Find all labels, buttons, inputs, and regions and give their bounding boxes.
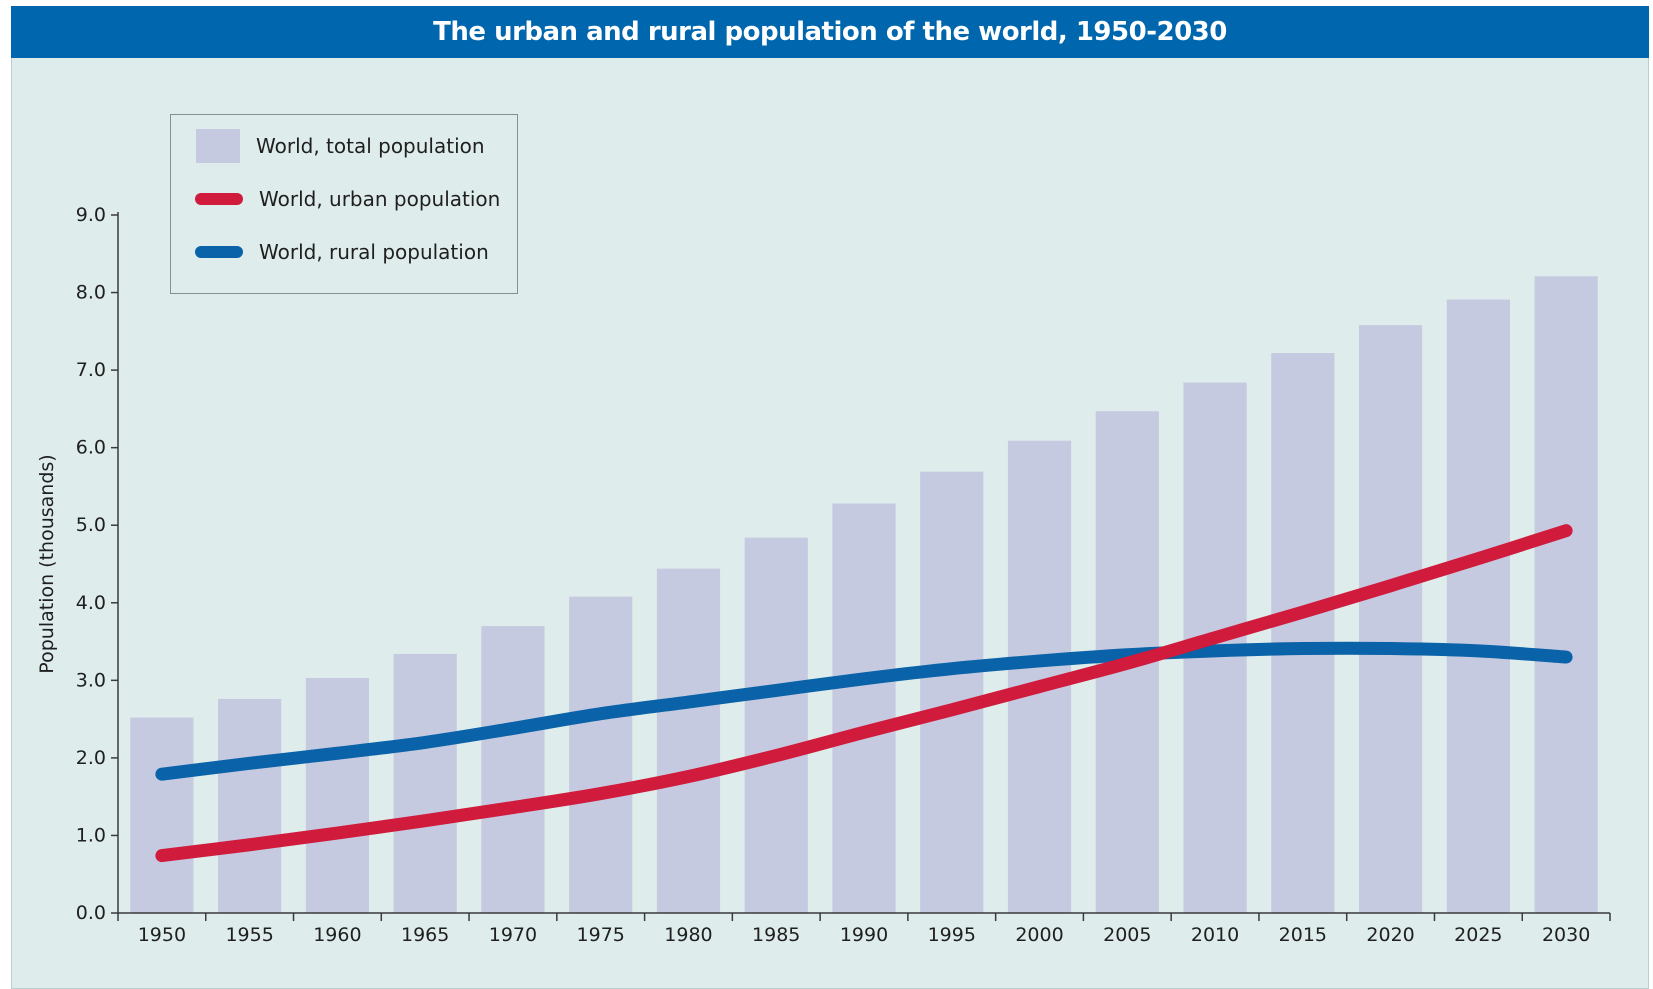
x-tick-label: 2015 xyxy=(1279,924,1327,946)
y-tick-label: 4.0 xyxy=(76,592,106,614)
chart-legend: World, total population World, urban pop… xyxy=(170,114,518,294)
bar-total-1985 xyxy=(744,537,808,913)
legend-item-total: World, total population xyxy=(171,129,485,163)
legend-label-total: World, total population xyxy=(256,134,485,158)
x-tick-label: 1970 xyxy=(489,924,537,946)
x-tick-label: 2020 xyxy=(1366,924,1414,946)
x-tick-label: 1995 xyxy=(928,924,976,946)
legend-label-urban: World, urban population xyxy=(259,187,501,211)
line-rural-population xyxy=(155,641,1573,781)
bar-total-1990 xyxy=(832,503,896,913)
y-tick-label: 7.0 xyxy=(76,359,106,381)
bar-total-1965 xyxy=(393,653,457,913)
legend-swatch-total xyxy=(196,129,240,163)
x-tick-label: 1980 xyxy=(664,924,712,946)
bar-total-1955 xyxy=(218,698,282,913)
x-tick-label: 1985 xyxy=(752,924,800,946)
y-tick-label: 1.0 xyxy=(76,824,106,846)
y-tick-label: 8.0 xyxy=(76,282,106,304)
bar-total-2030 xyxy=(1534,276,1598,913)
bar-total-2025 xyxy=(1446,299,1510,914)
bar-total-2020 xyxy=(1358,325,1423,913)
x-tick-label: 2030 xyxy=(1542,924,1590,946)
y-tick-label: 3.0 xyxy=(76,669,106,691)
x-tick-label: 1955 xyxy=(225,924,273,946)
x-tick-label: 1975 xyxy=(577,924,625,946)
y-tick-label: 5.0 xyxy=(76,514,106,536)
bar-total-1980 xyxy=(656,568,721,913)
y-tick-label: 2.0 xyxy=(76,747,106,769)
legend-item-urban: World, urban population xyxy=(171,187,500,211)
chart-title: The urban and rural population of the wo… xyxy=(11,6,1649,58)
x-tick-label: 1960 xyxy=(313,924,361,946)
bar-total-1950 xyxy=(130,717,194,913)
y-tick-label: 0.0 xyxy=(76,902,106,924)
legend-swatch-urban xyxy=(195,193,243,205)
legend-swatch-rural xyxy=(195,246,243,258)
legend-item-rural: World, rural population xyxy=(171,240,489,264)
y-axis-title: Population (thousands) xyxy=(36,454,58,673)
x-tick-label: 2000 xyxy=(1015,924,1063,946)
y-tick-label: 9.0 xyxy=(76,204,106,226)
x-tick-label: 2010 xyxy=(1191,924,1239,946)
x-tick-label: 1990 xyxy=(840,924,888,946)
line-urban-population xyxy=(155,524,1573,863)
y-tick-label: 6.0 xyxy=(76,437,106,459)
bar-total-1995 xyxy=(920,471,984,913)
bar-total-1975 xyxy=(569,596,633,913)
x-tick-label: 2025 xyxy=(1454,924,1502,946)
legend-label-rural: World, rural population xyxy=(259,240,489,264)
bar-total-2015 xyxy=(1271,353,1335,913)
x-tick-label: 1950 xyxy=(138,924,186,946)
x-tick-label: 1965 xyxy=(401,924,449,946)
x-tick-label: 2005 xyxy=(1103,924,1151,946)
bar-total-1970 xyxy=(481,626,545,913)
bar-total-1960 xyxy=(305,678,370,913)
